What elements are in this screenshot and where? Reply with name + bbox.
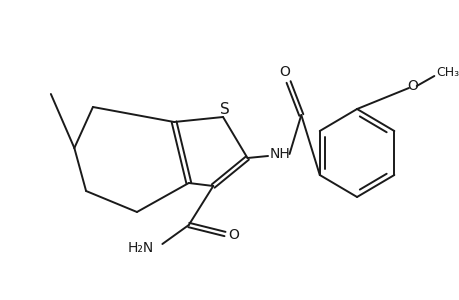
Text: H₂N: H₂N (128, 241, 154, 255)
Text: S: S (220, 103, 230, 118)
Text: CH₃: CH₃ (436, 65, 459, 79)
Text: NH: NH (269, 147, 290, 161)
Text: O: O (228, 228, 239, 242)
Text: O: O (407, 79, 417, 93)
Text: O: O (279, 65, 290, 79)
